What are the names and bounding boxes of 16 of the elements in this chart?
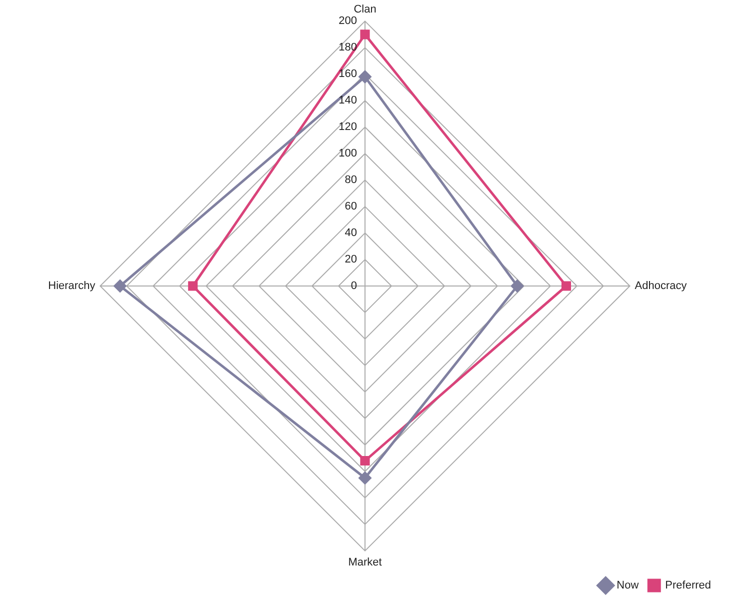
y-tick-label: 40 <box>344 227 357 240</box>
spoke-label: Clan <box>354 4 376 16</box>
y-tick-label: 120 <box>338 121 357 134</box>
y-tick-label: 200 <box>338 15 357 28</box>
spoke-label: Market <box>348 556 382 568</box>
y-tick-label: 20 <box>344 254 357 266</box>
y-tick-label: 80 <box>344 174 357 186</box>
y-tick-label: 140 <box>338 94 357 107</box>
y-tick-label: 60 <box>344 200 357 213</box>
y-tick-label: 100 <box>338 148 357 160</box>
y-tick-label: 0 <box>350 280 357 292</box>
spoke-label: Hierarchy <box>48 280 96 292</box>
legend-label: Preferred <box>665 580 712 592</box>
spoke-label: Adhocracy <box>634 280 688 292</box>
legend-label: Now <box>616 580 639 592</box>
y-tick-label: 160 <box>338 68 357 80</box>
